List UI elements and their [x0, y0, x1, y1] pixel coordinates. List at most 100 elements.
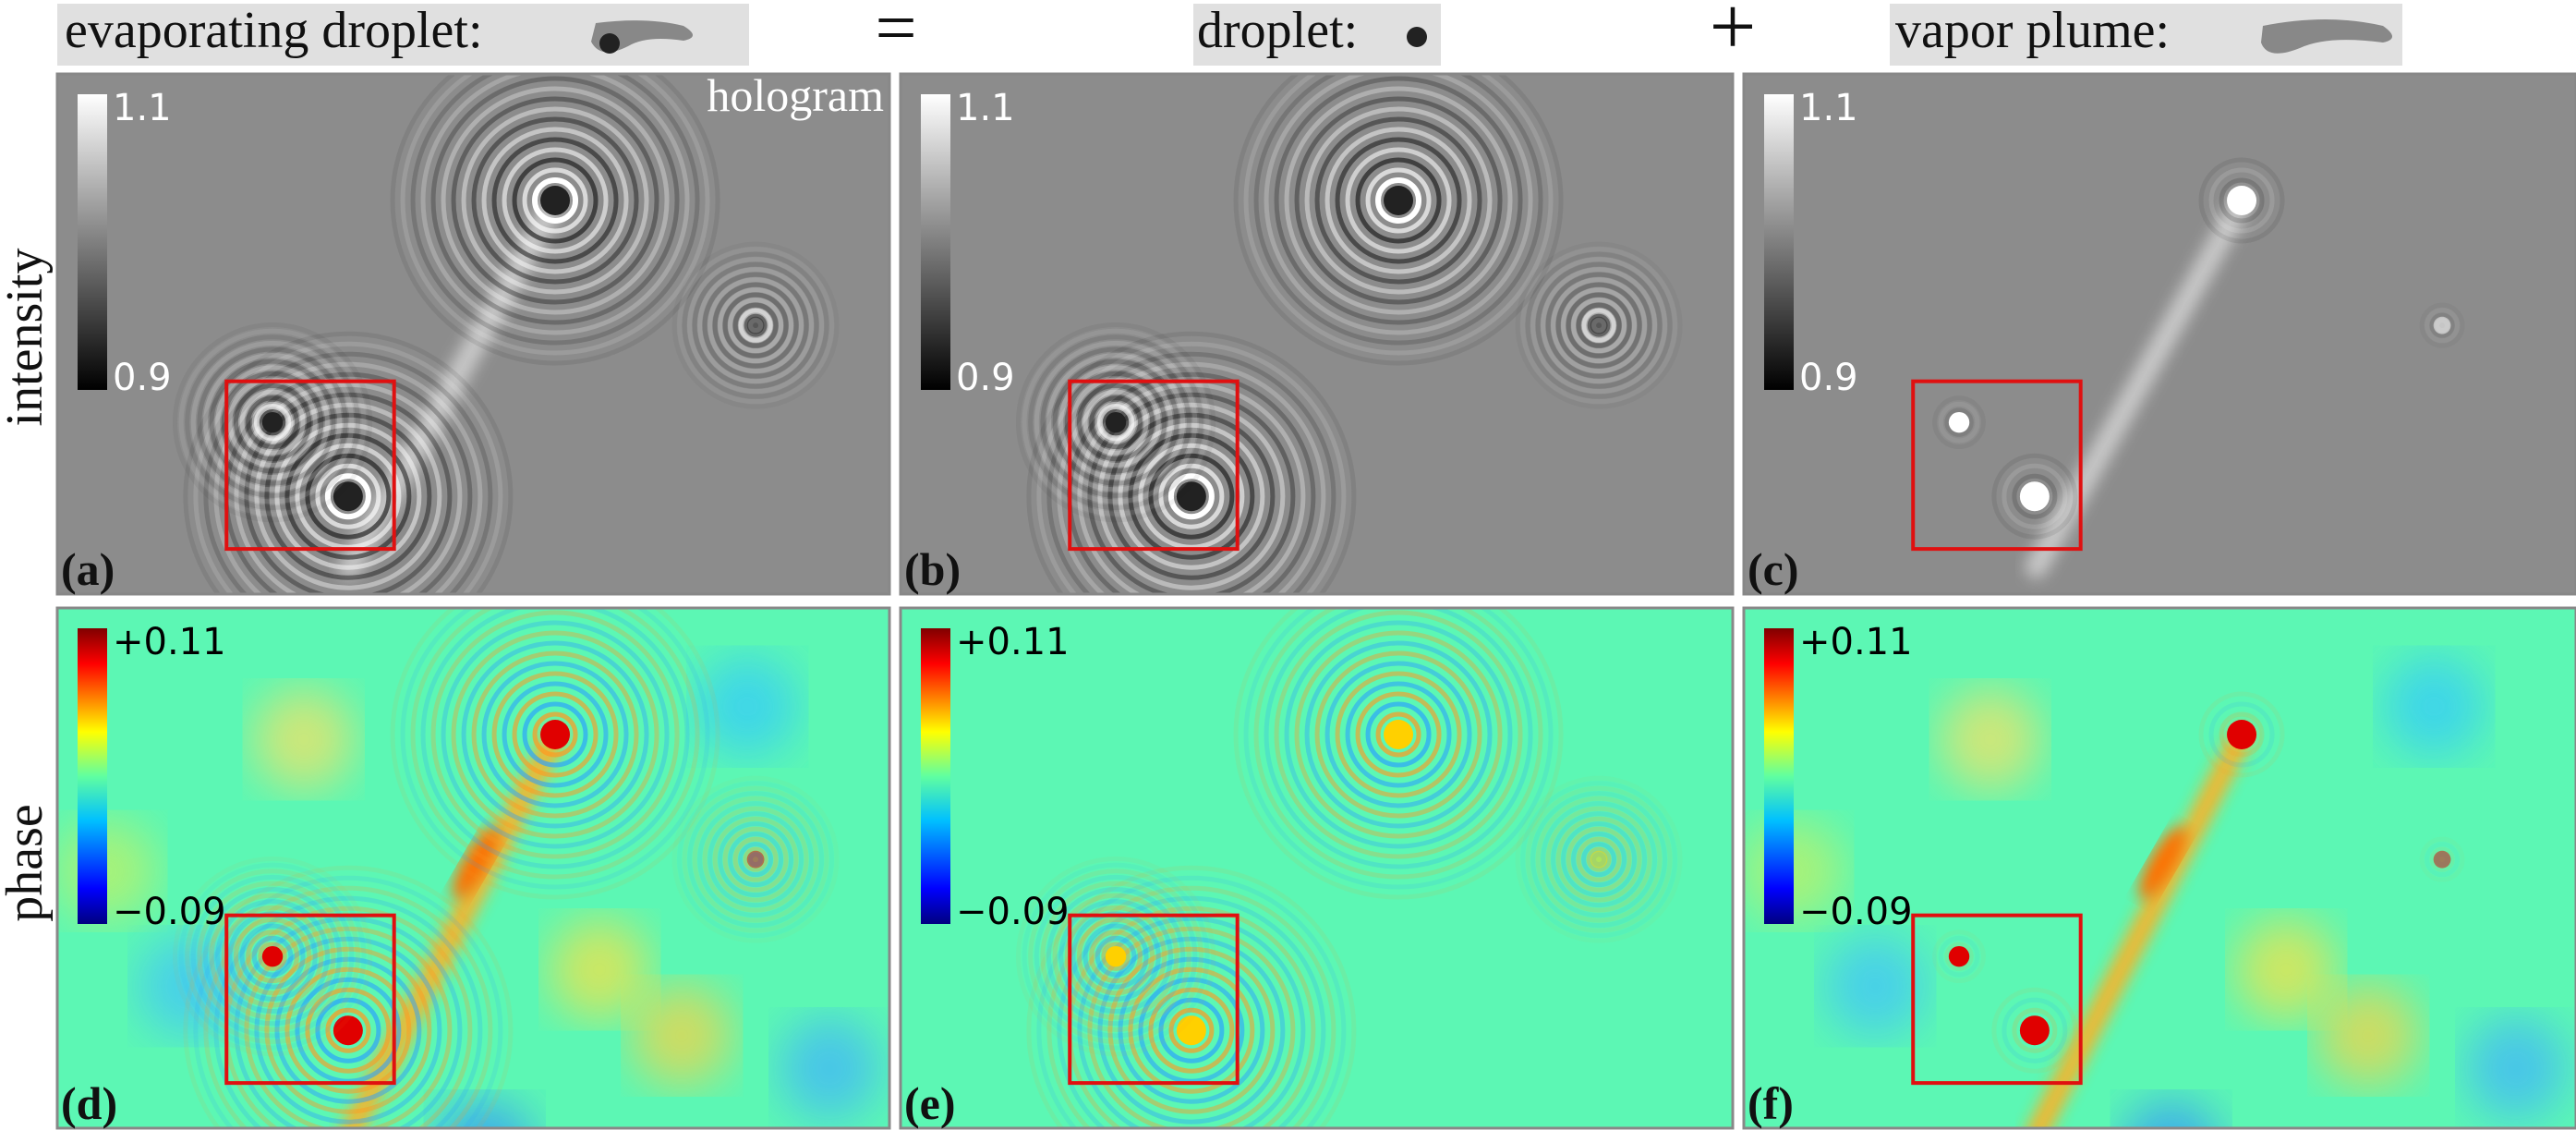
colorbar-bottom-label: 0.9 — [113, 357, 172, 399]
fringe-ring — [532, 711, 578, 758]
fringe-ring — [1304, 640, 1493, 829]
fringe-ring — [234, 382, 463, 594]
fringe-ring — [315, 463, 381, 529]
fringe-ring — [692, 796, 819, 923]
panel-content — [1744, 74, 2576, 594]
roi-box — [1068, 379, 1240, 552]
fringe-ring — [1101, 407, 1131, 437]
fringe-ring — [420, 608, 690, 869]
colorbar-top-label: +0.11 — [113, 621, 226, 663]
fringe-ring — [1515, 775, 1683, 943]
fringe-ring — [221, 905, 324, 1008]
fringe-ring — [258, 407, 287, 437]
panel-content — [57, 608, 889, 1128]
fringe-ring — [410, 74, 700, 346]
fringe-ring — [1274, 610, 1523, 859]
fringe-ring — [1535, 261, 1663, 389]
fringe-ring — [1022, 862, 1210, 1051]
fringe-ring — [1586, 846, 1612, 872]
panel-label: (f) — [1748, 1077, 1794, 1129]
fringe-ring — [254, 402, 442, 590]
fringe-ring — [718, 821, 794, 898]
fringe-ring — [1094, 935, 1137, 978]
fringe-ring — [1128, 432, 1255, 560]
fringe-ring — [1057, 895, 1326, 1128]
plume-core — [453, 826, 501, 900]
fringe-ring — [1335, 137, 1462, 264]
fringe-ring — [390, 74, 720, 366]
fringe-ring — [1077, 916, 1306, 1128]
fringe-ring — [1520, 247, 1678, 405]
fringe-ring — [1566, 826, 1632, 893]
fringe-ring — [451, 630, 659, 839]
colorbar — [1764, 94, 1794, 390]
colorbar-bottom-label: 0.9 — [1799, 357, 1858, 399]
fringe-ring — [707, 277, 804, 374]
fringe-ring — [738, 842, 774, 878]
fringe-ring — [203, 885, 493, 1128]
fringe-ring — [183, 865, 514, 1128]
fringe-ring — [722, 826, 789, 893]
colorbar — [921, 94, 950, 390]
fringe-ring — [305, 453, 392, 540]
fringe-ring — [1015, 322, 1216, 523]
fringe-ring — [1076, 917, 1155, 996]
fringe-ring — [732, 836, 779, 882]
fringe-ring — [1525, 785, 1673, 933]
fringe-ring — [400, 608, 710, 890]
colorbar-bottom-label: −0.09 — [113, 891, 226, 933]
fringe-ring — [193, 875, 503, 1128]
fringe-ring — [1077, 382, 1306, 594]
fringe-ring — [712, 282, 799, 369]
droplet-core — [2433, 316, 2451, 334]
fringe-ring — [1525, 251, 1673, 399]
droplet-core — [1948, 945, 1970, 967]
plus-sign: + — [1710, 0, 1757, 73]
header-label: evaporating droplet: — [65, 2, 483, 59]
fringe-ring — [2002, 997, 2068, 1063]
fringe-ring — [512, 691, 599, 778]
fringe-ring — [274, 956, 422, 1104]
fringe-ring — [1324, 661, 1472, 808]
fringe-ring — [1064, 905, 1167, 1008]
colorbar — [1764, 628, 1794, 924]
droplet-core — [2019, 1015, 2050, 1046]
colorbar — [78, 94, 107, 390]
fringe-ring — [1294, 630, 1503, 839]
colorbar-bottom-label: −0.09 — [1799, 891, 1913, 933]
fringe-ring — [1028, 869, 1203, 1045]
roi-box — [1068, 913, 1240, 1086]
fringe-ring — [1355, 157, 1442, 244]
fringe-ring — [1036, 341, 1347, 594]
droplet-icon — [1407, 27, 1427, 47]
droplet-core — [1590, 316, 1608, 334]
panel: +0.11 −0.09 (e) — [899, 606, 1735, 1130]
fringe-ring — [687, 257, 825, 395]
roi-box — [1911, 379, 2083, 552]
row-label: phase — [0, 804, 54, 922]
fringe-ring — [1264, 608, 1533, 869]
fringe-ring — [1345, 681, 1452, 788]
vapor-plume — [338, 190, 567, 578]
fringe-ring — [1034, 874, 1198, 1039]
droplet-core — [1948, 411, 1970, 433]
fringe-ring — [1082, 923, 1149, 990]
roi-box — [224, 913, 396, 1086]
fringe-ring — [244, 392, 453, 594]
droplet-halo — [1581, 308, 1616, 343]
fringe-ring — [1082, 389, 1149, 456]
fringe-ring — [183, 331, 514, 594]
panel-label: (c) — [1748, 543, 1799, 595]
fringe-ring — [258, 942, 287, 971]
fringe-ring — [1304, 106, 1493, 295]
fringe-ring — [1022, 328, 1210, 516]
droplet-core — [1384, 185, 1414, 215]
background-blob — [138, 935, 240, 1038]
fringe-ring — [2429, 846, 2455, 872]
fringe-ring — [682, 785, 829, 933]
droplet-core — [1176, 1015, 1206, 1046]
fringe-ring — [1089, 930, 1143, 984]
fringe-ring — [1561, 287, 1638, 364]
panel-annotation: hologram — [707, 69, 884, 121]
droplet-halo — [532, 176, 579, 224]
